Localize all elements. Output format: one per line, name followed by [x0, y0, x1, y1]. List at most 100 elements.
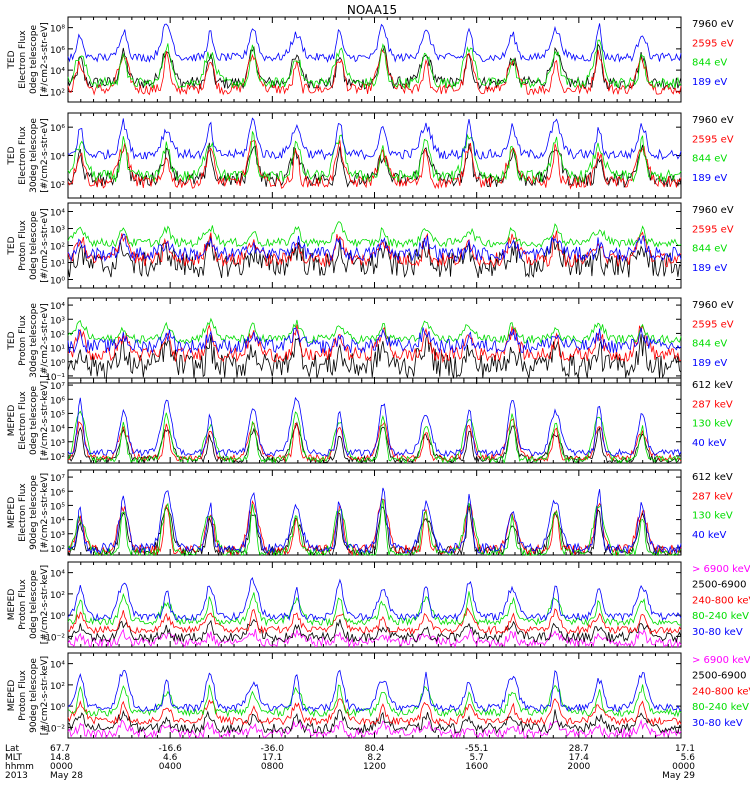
legend-entry: 80-240 keV [692, 611, 749, 622]
legend-entry: 612 keV [692, 472, 733, 483]
series-844-ev [67, 131, 682, 184]
series-287-kev [67, 418, 682, 463]
series-7960-ev [67, 333, 682, 379]
panel-frame [67, 202, 682, 289]
series-287-kev [67, 498, 682, 557]
series-240-800-kev [67, 698, 682, 727]
y-tick-label: 10⁴ [50, 153, 65, 163]
y-tick-label: 10³ [50, 316, 65, 326]
y-label-line: Electron Flux [18, 391, 28, 450]
series-2500-6900 [67, 618, 682, 644]
series-40-kev [67, 487, 682, 555]
series-189-ev [67, 233, 682, 263]
x-tick-label: -55.1 [465, 744, 488, 754]
series-844-ev [67, 221, 682, 249]
series-130-kev [67, 410, 682, 464]
legend-entry: > 6900 keV [692, 655, 750, 666]
legend-entry: 189 eV [692, 173, 727, 184]
legend-entry: 7960 eV [692, 19, 734, 30]
x-tick-label: 0000 [672, 762, 695, 772]
legend-entry: 287 keV [692, 491, 733, 502]
y-tick-label: 10³ [50, 531, 65, 541]
y-tick-label: 10⁰ [50, 277, 65, 287]
series-30-80-kev [67, 669, 682, 713]
series--6900-kev [67, 719, 682, 740]
y-label-line: 90deg telescope [29, 475, 39, 550]
y-tick-label: 10⁻¹ [45, 373, 65, 383]
x-tick-label: 67.7 [50, 744, 70, 754]
y-tick-label: 10² [50, 545, 65, 555]
y-label-line: [#/cm2-s-str-keV] [40, 473, 50, 552]
y-tick-label: 10⁵ [50, 502, 65, 512]
y-tick-label: 10⁴ [50, 570, 65, 580]
legend-entry: 130 keV [692, 419, 733, 430]
y-label-line: [#/cm2-s-str-eV] [40, 118, 50, 193]
x-tick-label: 0000 [50, 762, 73, 772]
legend-entry: 7960 eV [692, 300, 734, 311]
x-tick-label: 2000 [567, 762, 590, 772]
y-tick-label: 10⁷ [50, 474, 65, 484]
x-tick-label: 5.6 [681, 753, 696, 763]
legend-entry: 844 eV [692, 244, 727, 255]
legend-entry: 240-800 keV [692, 686, 750, 697]
legend-entry: 2500-6900 [692, 580, 747, 591]
y-axis-label: MEPED Proton Flux 0deg telescope [#/cm2-s-s… [7, 565, 50, 644]
y-label-line: TED [7, 50, 17, 69]
plot-title: NOAA15 [347, 3, 397, 17]
y-tick-label: 10⁰ [50, 703, 65, 713]
y-tick-label: 10⁶ [50, 488, 65, 498]
x-tick-label: May 29 [662, 771, 695, 781]
x-tick-label: 5.7 [470, 753, 484, 763]
y-label-line: Electron Flux [18, 483, 28, 542]
y-tick-label: 10⁴ [50, 425, 65, 435]
y-tick-label: 10⁴ [50, 67, 65, 77]
y-label-line: [#/cm2-s-str-eV] [40, 208, 50, 283]
series-844-ev [67, 39, 682, 90]
legend-entry: 240-800 keV [692, 595, 750, 606]
panel-frame [67, 112, 682, 199]
series-189-ev [67, 117, 682, 161]
y-tick-label: 10² [50, 591, 65, 601]
y-label-line: Electron Flux [18, 30, 28, 89]
legend-entry: 2595 eV [692, 224, 734, 235]
x-tick-label: 1600 [465, 762, 488, 772]
series-844-ev [67, 317, 682, 345]
y-tick-label: 10⁻² [45, 633, 65, 643]
legend-entry: > 6900 keV [692, 564, 750, 575]
x-tick-label: -16.6 [159, 744, 183, 754]
series-7960-ev [67, 235, 682, 279]
legend-entry: 844 eV [692, 154, 727, 165]
y-label-line: Proton Flux [18, 670, 28, 721]
series-2595-ev [67, 323, 682, 364]
y-label-line: MEPED [7, 589, 17, 621]
y-label-line: [#/cm2-s-str-eV] [40, 303, 50, 378]
y-axis-label: TED Electron Flux 0deg telescope [#/cm2-s-s… [7, 22, 50, 97]
y-label-line: [#/cm2-s-str-keV] [40, 656, 50, 735]
x-tick-label: May 28 [50, 771, 83, 781]
x-row-label: Lat [5, 744, 20, 754]
x-tick-label: 0800 [261, 762, 284, 772]
y-tick-label: 10² [50, 330, 65, 340]
series-2500-6900 [67, 709, 682, 734]
y-tick-label: 10³ [50, 439, 65, 449]
y-label-line: 0deg telescope [29, 386, 39, 456]
legend-entry: 844 eV [692, 339, 727, 350]
y-tick-label: 10² [50, 181, 65, 191]
y-tick-label: 10⁴ [50, 517, 65, 527]
y-tick-label: 10² [50, 88, 65, 98]
y-tick-label: 10⁴ [50, 661, 65, 671]
y-tick-label: 10⁻² [45, 724, 65, 734]
x-tick-label: 80.4 [364, 744, 384, 754]
x-tick-label: 8.2 [367, 753, 381, 763]
panel-frame [67, 16, 682, 103]
y-label-line: 30deg telescope [29, 303, 39, 378]
y-tick-label: 10³ [50, 226, 65, 236]
series-240-800-kev [67, 607, 682, 636]
y-axis-label: MEPED Electron Flux 90deg telescope [#/cm2-… [7, 473, 50, 552]
series-7960-ev [67, 142, 682, 189]
